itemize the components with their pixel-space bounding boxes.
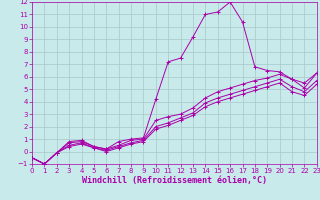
X-axis label: Windchill (Refroidissement éolien,°C): Windchill (Refroidissement éolien,°C) — [82, 176, 267, 185]
